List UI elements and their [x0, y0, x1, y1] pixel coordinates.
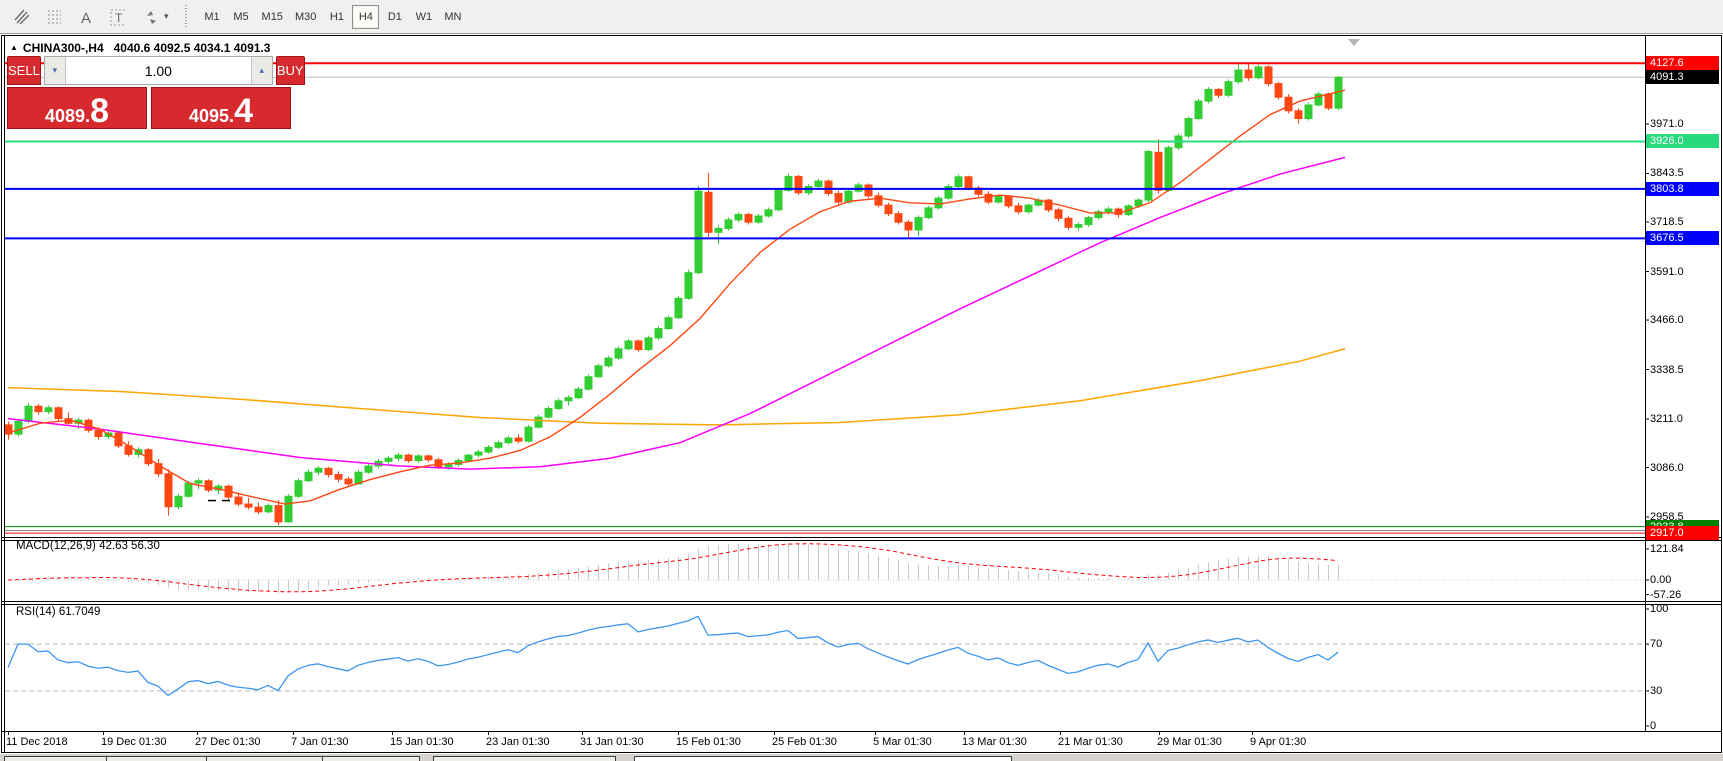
macd-scale-121.84: 121.84 — [1650, 542, 1684, 555]
date-label: 13 Mar 01:30 — [962, 736, 1027, 748]
fibonacci-grid-tool-icon: F — [48, 10, 61, 23]
trade-controls-row: SELL ▾ ▴ BUY — [7, 56, 305, 85]
date-label: 5 Mar 01:30 — [873, 736, 932, 748]
chart-shift-marker — [1348, 39, 1360, 46]
date-label: 15 Jan 01:30 — [390, 736, 454, 748]
sell-price-integer: 4089 — [45, 106, 86, 126]
price-tick-3211.0: 3211.0 — [1650, 413, 1683, 426]
ohlc-values: 4040.6 4092.5 4034.1 4091.3 — [113, 41, 271, 55]
channels-tool-button[interactable]: E — [6, 4, 36, 30]
sell-price-display[interactable]: 4089. 8 — [7, 87, 147, 129]
timeframe-H4[interactable]: H4 — [352, 4, 380, 29]
buy-price-pip: 4 — [234, 92, 253, 130]
bottom-panel-segment[interactable] — [4, 756, 420, 761]
buy-price-dot: . — [229, 106, 235, 126]
bottom-panel-divider — [322, 756, 323, 761]
date-label: 25 Feb 01:30 — [772, 736, 837, 748]
price-tick-3086.0: 3086.0 — [1650, 461, 1684, 474]
timeframe-bar: M1 M5 M15 M30 H1 H4 D1 W1 MN — [198, 4, 468, 29]
timeframe-M5[interactable]: M5 — [228, 5, 255, 29]
date-label: 15 Feb 01:30 — [676, 736, 741, 748]
sell-price-pip: 8 — [90, 92, 109, 130]
bottom-panel-segment[interactable] — [433, 756, 616, 761]
candles-layer — [5, 63, 1346, 526]
price-tick-3591.0: 3591.0 — [1650, 265, 1684, 278]
price-line-label-4127.6: 4127.6 — [1646, 56, 1719, 71]
price-line-label-3926.0: 3926.0 — [1646, 134, 1719, 149]
chart-window: ▲ CHINA300-,H4 4040.6 4092.5 4034.1 4091.3… — [0, 35, 1723, 753]
timeframe-MN[interactable]: MN — [439, 5, 466, 29]
chart-canvas[interactable] — [0, 35, 1723, 761]
one-click-trading-panel: SELL ▾ ▴ BUY 4089.8 4095.4 — [7, 56, 305, 129]
text-label-tool-icon: T — [110, 9, 125, 25]
price-line-label-3803.8: 3803.8 — [1646, 181, 1719, 196]
timeframe-W1[interactable]: W1 — [410, 5, 437, 29]
macd-scale-0.00: 0.00 — [1650, 574, 1672, 586]
timeframe-D1[interactable]: D1 — [381, 5, 408, 29]
sell-price-dot: . — [85, 106, 91, 126]
date-label: 31 Jan 01:30 — [580, 736, 644, 748]
svg-text:T: T — [115, 11, 123, 25]
bottom-panel-segment[interactable] — [634, 756, 1012, 761]
arrows-tool-icon — [147, 10, 156, 24]
bottom-panel-divider — [206, 756, 207, 761]
buy-price-display[interactable]: 4095. 4 — [151, 87, 291, 129]
price-tick-3466.0: 3466.0 — [1650, 314, 1684, 327]
date-label: 21 Mar 01:30 — [1058, 736, 1123, 748]
macd-layer — [5, 543, 1645, 594]
buy-button[interactable]: BUY — [275, 56, 305, 85]
fibonacci-grid-tool-button[interactable]: F — [38, 4, 68, 30]
volume-decrease-button[interactable]: ▾ — [44, 57, 66, 84]
toolbar-separator — [182, 4, 190, 29]
rsi-scale-0: 0 — [1650, 720, 1657, 732]
sell-button[interactable]: SELL — [7, 56, 41, 85]
svg-text:A: A — [81, 10, 91, 27]
rsi-scale-30: 30 — [1650, 684, 1663, 697]
date-label: 7 Jan 01:30 — [291, 736, 349, 748]
symbol-name: CHINA300-,H4 — [22, 41, 104, 55]
date-label: 23 Jan 01:30 — [486, 736, 550, 748]
channels-tool-icon: E — [14, 9, 29, 24]
macd-indicator-label: MACD(12,26,9) 42.63 56.30 — [16, 540, 160, 552]
rsi-layer — [5, 615, 1645, 697]
date-label: 11 Dec 2018 — [6, 736, 68, 748]
macd-scale--57.26: -57.26 — [1650, 588, 1682, 601]
volume-increase-button[interactable]: ▴ — [250, 57, 272, 84]
timeframe-H1[interactable]: H1 — [323, 5, 350, 29]
timeframe-M15[interactable]: M15 — [257, 5, 288, 29]
price-line-label-2917.0: 2917.0 — [1646, 526, 1719, 541]
bottom-panel-divider — [106, 756, 107, 761]
rsi-scale-70: 70 — [1650, 638, 1663, 651]
trade-prices-row: 4089. 8 4095. 4 — [7, 87, 291, 129]
arrows-dropdown-caret[interactable]: ▾ — [164, 11, 169, 21]
price-tick-3843.5: 3843.5 — [1650, 167, 1684, 180]
current-price-label: 4091.3 — [1646, 70, 1719, 85]
volume-stepper: ▾ ▴ — [43, 56, 273, 85]
price-tick-3718.5: 3718.5 — [1650, 216, 1684, 229]
price-tick-3971.0: 3971.0 — [1650, 118, 1684, 130]
bottom-strip — [0, 753, 1723, 761]
arrows-tool-button[interactable] — [134, 4, 164, 30]
date-label: 27 Dec 01:30 — [195, 736, 261, 748]
date-label: 9 Apr 01:30 — [1250, 736, 1307, 748]
timeframe-M1[interactable]: M1 — [199, 5, 226, 29]
text-tool-button[interactable]: A — [70, 4, 100, 30]
text-tool-icon: A — [81, 10, 91, 27]
date-label: 29 Mar 01:30 — [1157, 736, 1222, 748]
timeframe-M30[interactable]: M30 — [290, 5, 321, 29]
chart-title: ▲ CHINA300-,H4 4040.6 4092.5 4034.1 4091.3 — [10, 41, 270, 55]
rsi-scale-100: 100 — [1650, 603, 1669, 615]
buy-price-integer: 4095 — [189, 106, 230, 126]
date-label: 19 Dec 01:30 — [101, 736, 167, 748]
text-label-tool-button[interactable]: T — [102, 4, 132, 30]
volume-input[interactable] — [65, 57, 251, 84]
price-line-label-3676.5: 3676.5 — [1646, 231, 1719, 246]
panel-collapse-arrow[interactable]: ▲ — [10, 43, 18, 52]
rsi-indicator-label: RSI(14) 61.7049 — [16, 606, 101, 618]
price-tick-3338.5: 3338.5 — [1650, 363, 1684, 376]
